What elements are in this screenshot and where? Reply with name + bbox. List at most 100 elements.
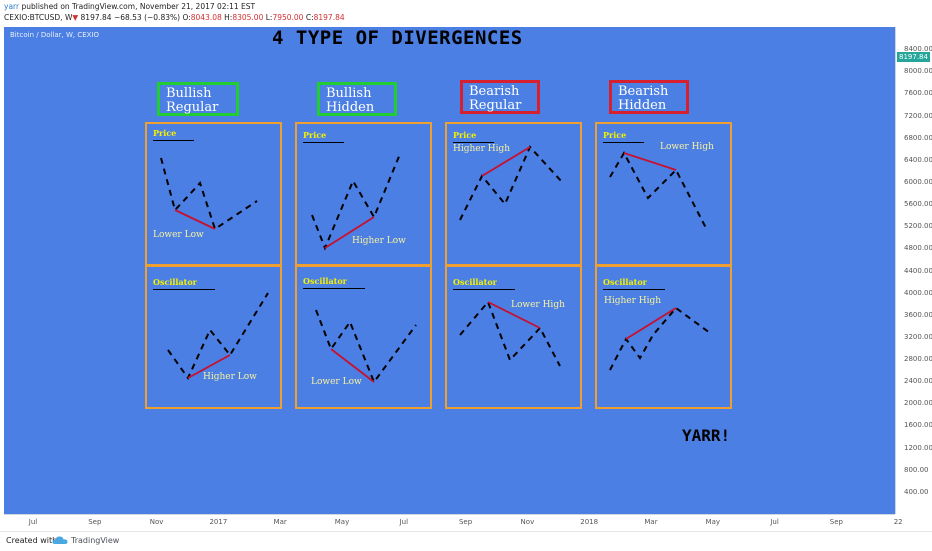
type-box-bearish-hidden: Bearish Hidden xyxy=(609,80,689,114)
price-tag-3: Price xyxy=(453,130,495,143)
price-axis[interactable]: 400.00 800.00 1200.00 1600.00 2000.00 2400.00… xyxy=(895,27,932,514)
last-price: 8197.84 xyxy=(78,13,114,22)
last-price-badge: 8197.84 xyxy=(897,52,930,62)
y-tick-label: 6400.00 xyxy=(904,155,932,164)
oscillator-tag-2: Oscillator xyxy=(303,276,365,289)
osc-note-bullish-hidden: Lower Low xyxy=(311,377,362,387)
y-tick-label: 3600.00 xyxy=(904,310,932,319)
tradingview-brand-link[interactable]: TradingView xyxy=(71,536,120,545)
osc-line-bearish-regular xyxy=(459,300,561,367)
divergence-line-6 xyxy=(330,348,375,383)
oscillator-panel-bearish-hidden xyxy=(595,265,732,409)
close-label: C: xyxy=(303,13,314,22)
oscillator-panel-bearish-regular xyxy=(445,265,582,409)
y-tick-label: 2800.00 xyxy=(904,355,932,364)
y-tick-label: 6800.00 xyxy=(904,133,932,142)
type-box-bullish-regular: Bullish Regular xyxy=(157,82,239,116)
x-tick-label: Mar xyxy=(644,518,658,526)
open-value: 8043.08 xyxy=(190,13,222,22)
divergence-line-2 xyxy=(324,216,375,249)
chart-canvas[interactable]: Bitcoin / Dollar, W, CEXIO xyxy=(4,27,895,514)
x-tick-label: Nov xyxy=(149,518,164,526)
y-tick-label: 1600.00 xyxy=(904,421,932,430)
x-tick-label: Jul xyxy=(399,518,409,526)
y-tick-label: 5600.00 xyxy=(904,200,932,209)
signature: YARR! xyxy=(682,426,731,445)
osc-line-bearish-hidden xyxy=(609,306,711,371)
close-value: 8197.84 xyxy=(313,13,345,22)
x-tick-label: Mar xyxy=(273,518,287,526)
type-box-bearish-regular: Bearish Regular xyxy=(460,80,540,114)
high-label: H: xyxy=(221,13,233,22)
price-tag-2: Price xyxy=(303,130,345,143)
open-label: O: xyxy=(182,13,191,22)
author-link[interactable]: yarr xyxy=(4,2,20,11)
y-tick-label: 3200.00 xyxy=(904,332,932,341)
osc-note-bullish-regular: Higher Low xyxy=(203,372,257,382)
y-tick-label: 400.00 xyxy=(904,487,929,496)
x-tick-label: Jul xyxy=(28,518,38,526)
price-note-bearish-regular: Higher High xyxy=(453,144,511,154)
y-tick-label: 8400.00 xyxy=(904,45,932,54)
publish-info: yarr published on TradingView.com, Novem… xyxy=(4,2,255,11)
divergence-line-4 xyxy=(623,152,677,171)
divergence-line-7 xyxy=(487,301,541,329)
y-tick-label: 5200.00 xyxy=(904,222,932,231)
publish-date: published on TradingView.com, November 2… xyxy=(19,2,256,11)
x-tick-label: 2017 xyxy=(209,518,228,526)
divergence-line-8 xyxy=(625,307,677,340)
y-tick-label: 4800.00 xyxy=(904,244,932,253)
y-tick-label: 6000.00 xyxy=(904,177,932,186)
y-tick-label: 800.00 xyxy=(904,465,929,474)
price-tag-4: Price xyxy=(603,130,645,143)
price-note-bearish-hidden: Lower High xyxy=(660,142,714,152)
oscillator-tag-1: Oscillator xyxy=(153,277,215,290)
price-line-bullish-hidden xyxy=(311,153,401,251)
y-tick-label: 8000.00 xyxy=(904,67,932,76)
price-note-bullish-regular: Lower Low xyxy=(153,230,204,240)
oscillator-tag-3: Oscillator xyxy=(453,277,515,290)
y-tick-label: 2000.00 xyxy=(904,399,932,408)
oscillator-tag-4: Oscillator xyxy=(603,277,665,290)
price-change: −68.53 (−0.83%) xyxy=(113,13,183,22)
osc-line-bullish-hidden xyxy=(315,309,417,385)
osc-line-bullish-regular xyxy=(167,292,269,380)
divergence-line-5 xyxy=(187,354,231,379)
low-label: L: xyxy=(263,13,273,22)
symbol-info: CEXIO:BTCUSD, W▼ 8197.84 −68.53 (−0.83%)… xyxy=(4,13,345,22)
y-tick-label: 4000.00 xyxy=(904,288,932,297)
oscillator-panel-bullish-hidden xyxy=(295,265,432,409)
oscillator-panel-bullish-regular xyxy=(145,265,282,409)
created-with-label: Created with xyxy=(6,536,58,545)
osc-note-bearish-regular: Lower High xyxy=(511,300,565,310)
price-note-bullish-hidden: Higher Low xyxy=(352,236,406,246)
high-value: 8305.00 xyxy=(232,13,264,22)
footer: Created with TradingView xyxy=(0,531,932,551)
x-tick-label: May xyxy=(334,518,350,526)
y-tick-label: 7600.00 xyxy=(904,89,932,98)
divergence-line-1 xyxy=(174,209,216,230)
y-tick-label: 1200.00 xyxy=(904,443,932,452)
low-value: 7950.00 xyxy=(272,13,304,22)
y-tick-label: 2400.00 xyxy=(904,377,932,386)
price-down-icon: ▼ xyxy=(72,13,79,22)
series-label: Bitcoin / Dollar, W, CEXIO xyxy=(10,31,100,39)
price-tag-1: Price xyxy=(153,128,195,141)
x-tick-label: May xyxy=(705,518,721,526)
publish-header: yarr published on TradingView.com, Novem… xyxy=(0,0,932,26)
price-line-bearish-hidden xyxy=(609,150,708,231)
time-axis[interactable]: Jul Sep Nov 2017 Mar May Jul Sep Nov 2018 Mar May Ju… xyxy=(4,514,903,530)
x-tick-label: 22 xyxy=(893,518,903,526)
symbol-name: CEXIO:BTCUSD, W xyxy=(4,13,73,22)
chart-title: 4 TYPE OF DIVERGENCES xyxy=(272,27,523,49)
price-line-bullish-regular xyxy=(160,157,258,231)
tradingview-cloud-icon xyxy=(52,536,68,544)
x-tick-label: Nov xyxy=(520,518,535,526)
x-tick-label: Sep xyxy=(458,518,473,526)
x-tick-label: Sep xyxy=(88,518,102,526)
x-tick-label: 2018 xyxy=(580,518,599,526)
divergence-line-3 xyxy=(481,146,531,177)
osc-note-bearish-hidden: Higher High xyxy=(604,296,662,306)
type-box-bullish-hidden: Bullish Hidden xyxy=(317,82,397,116)
